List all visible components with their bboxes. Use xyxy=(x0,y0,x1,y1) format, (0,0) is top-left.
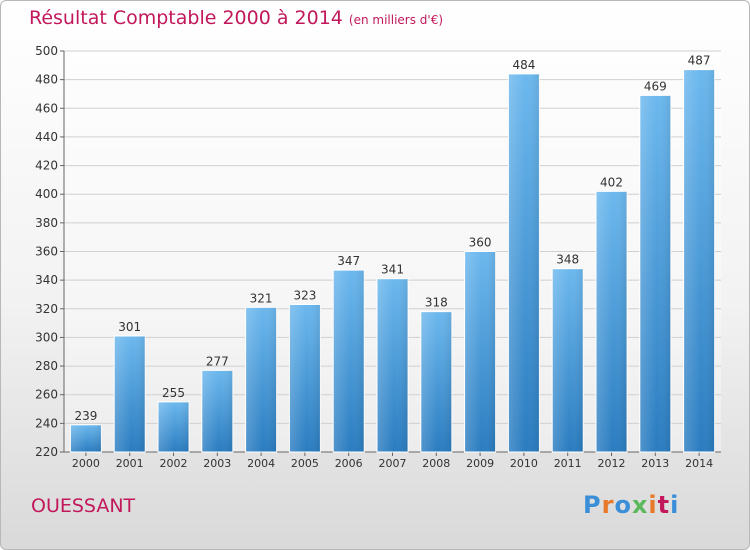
data-label: 277 xyxy=(206,354,229,368)
logo-letter: o xyxy=(614,491,632,519)
x-tick-label: 2000 xyxy=(72,457,100,470)
data-label: 348 xyxy=(556,253,579,267)
x-tick-label: 2010 xyxy=(510,457,538,470)
x-tick-label: 2003 xyxy=(203,457,231,470)
bar-gloss xyxy=(639,95,671,453)
y-tick-label: 240 xyxy=(35,416,58,430)
x-tick-label: 2007 xyxy=(379,457,407,470)
x-tick-label: 2005 xyxy=(291,457,319,470)
x-tick-label: 2006 xyxy=(335,457,363,470)
x-tick-label: 2013 xyxy=(641,457,669,470)
bar-gloss xyxy=(333,270,365,452)
data-label: 469 xyxy=(644,79,667,93)
bar-gloss xyxy=(158,401,189,452)
logo-letter: i xyxy=(670,491,680,519)
bar-gloss xyxy=(245,307,277,452)
y-tick-label: 320 xyxy=(35,302,58,316)
y-tick-label: 420 xyxy=(35,159,58,173)
bar-gloss xyxy=(683,69,715,452)
data-label: 341 xyxy=(381,263,404,277)
data-label: 323 xyxy=(293,288,316,302)
data-label: 318 xyxy=(425,296,448,310)
proxiti-logo: Proxiti xyxy=(583,491,679,519)
bar-gloss xyxy=(114,335,146,452)
y-tick-label: 220 xyxy=(35,445,58,459)
bar-gloss xyxy=(508,73,540,453)
x-tick-label: 2004 xyxy=(247,457,275,470)
bar-gloss xyxy=(289,304,321,452)
x-tick-label: 2009 xyxy=(466,457,494,470)
data-label: 402 xyxy=(600,175,623,189)
x-tick-label: 2014 xyxy=(685,457,713,470)
data-label: 484 xyxy=(512,58,535,72)
y-tick-label: 440 xyxy=(35,130,58,144)
chart-subtitle: (en milliers d'€) xyxy=(348,13,444,27)
logo-letter: t xyxy=(657,491,671,519)
y-tick-label: 380 xyxy=(35,216,58,230)
bar-gloss xyxy=(377,278,408,452)
bar-gloss xyxy=(464,251,496,452)
y-tick-label: 460 xyxy=(35,101,58,115)
y-tick-label: 480 xyxy=(35,73,58,87)
bar-gloss xyxy=(552,268,584,452)
data-label: 239 xyxy=(74,409,97,423)
data-label: 360 xyxy=(469,236,492,250)
logo-letter: i xyxy=(648,491,658,519)
data-label: 487 xyxy=(688,54,711,68)
y-tick-label: 260 xyxy=(35,388,58,402)
x-tick-label: 2001 xyxy=(116,457,144,470)
data-label: 347 xyxy=(337,254,360,268)
y-tick-label: 280 xyxy=(35,359,58,373)
logo-letter: r xyxy=(601,491,615,519)
commune-name: OUESSANT xyxy=(31,495,136,517)
x-tick-label: 2008 xyxy=(422,457,450,470)
logo-letter: x xyxy=(631,491,649,519)
x-tick-label: 2012 xyxy=(598,457,626,470)
data-label: 301 xyxy=(118,320,141,334)
bar-gloss xyxy=(70,424,102,452)
chart-title: Résultat Comptable 2000 à 2014 xyxy=(29,7,343,29)
y-tick-label: 500 xyxy=(35,44,58,58)
x-tick-label: 2011 xyxy=(554,457,582,470)
y-tick-label: 360 xyxy=(35,245,58,259)
y-tick-label: 400 xyxy=(35,187,58,201)
bar-gloss xyxy=(201,370,233,452)
x-tick-label: 2002 xyxy=(160,457,188,470)
y-tick-label: 340 xyxy=(35,273,58,287)
bar-gloss xyxy=(420,311,452,452)
data-label: 255 xyxy=(162,386,185,400)
logo-letter: P xyxy=(583,491,602,519)
data-label: 321 xyxy=(250,291,273,305)
y-tick-label: 300 xyxy=(35,330,58,344)
chart-title-group: Résultat Comptable 2000 à 2014 (en millie… xyxy=(29,7,443,29)
bar-gloss xyxy=(596,191,627,452)
